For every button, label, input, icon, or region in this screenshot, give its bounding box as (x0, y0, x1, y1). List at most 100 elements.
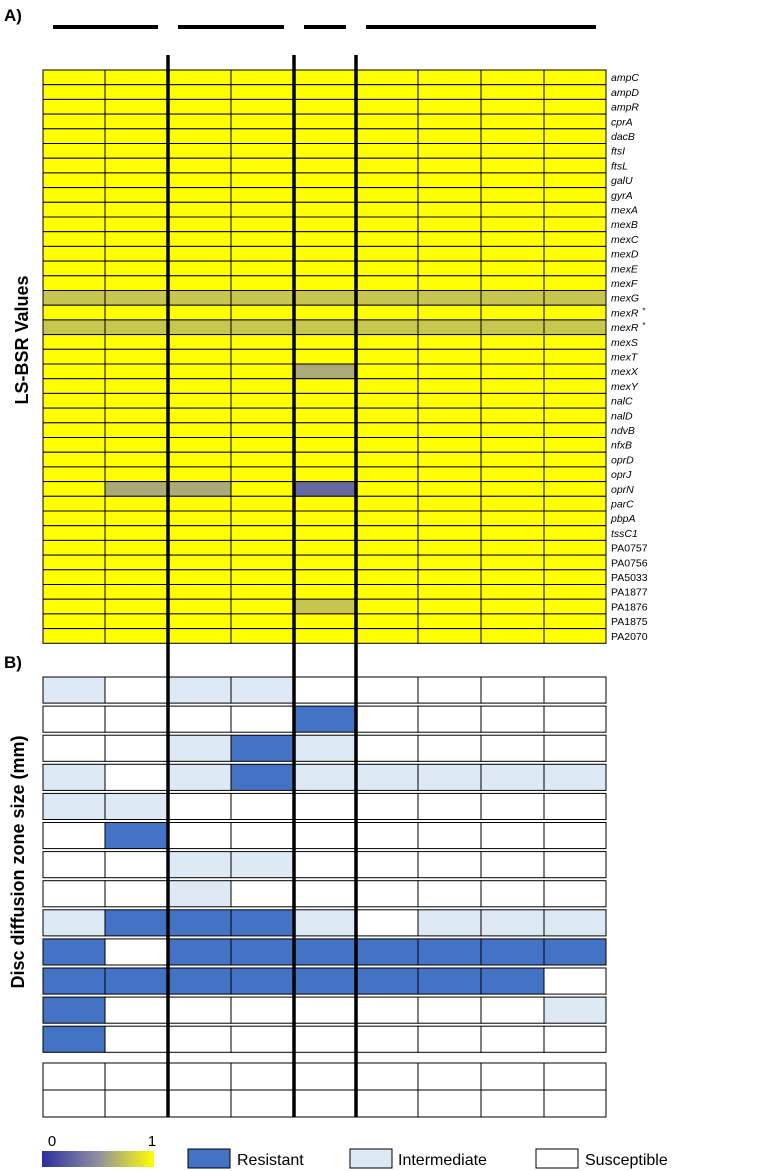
heatmap-cell (417, 495, 482, 512)
heatmap-cell (230, 525, 295, 541)
heatmap-cell (167, 172, 232, 189)
gene-name: nalD (611, 410, 633, 422)
patient-divider-group (166, 55, 358, 1117)
zone-cell (42, 996, 106, 1024)
zone-cell (543, 763, 607, 791)
gene-name: PA1877 (611, 587, 648, 599)
zone-cell (480, 851, 545, 879)
legend-label-susceptible: Susceptible (585, 1152, 668, 1169)
heatmap-cell (104, 98, 169, 115)
gene-name: pbpA (610, 513, 636, 525)
heatmap-cell (355, 569, 419, 585)
heatmap-cell (293, 216, 357, 233)
gene-label: mexX (611, 366, 639, 378)
heatmap-cell (355, 143, 419, 159)
heatmap-cell (417, 98, 482, 115)
heatmap-cell (355, 128, 419, 145)
heatmap-cell (167, 451, 232, 468)
heatmap-cell (293, 392, 357, 409)
heatmap-cell (543, 231, 607, 247)
heatmap-cell (293, 348, 357, 365)
heatmap-cell (42, 128, 106, 145)
zone-cell (230, 792, 295, 821)
zone-cell (543, 967, 607, 995)
heatmap-cell (417, 157, 482, 174)
heatmap-cell (42, 437, 106, 453)
heatmap-cell (355, 628, 419, 644)
zone-cell (293, 938, 357, 966)
heatmap-cell (42, 378, 106, 394)
gene-label: mexB (611, 219, 638, 231)
zone-cell (167, 880, 232, 908)
heatmap-cell (230, 290, 295, 306)
heatmap-cell (417, 69, 482, 86)
heatmap-cell (543, 598, 607, 615)
zone-cell (42, 909, 106, 937)
heatmap-cell (293, 378, 357, 394)
zone-cell (293, 996, 357, 1024)
gene-label: PA1877 (611, 587, 648, 599)
heatmap-cell (104, 260, 169, 277)
heatmap-cell (417, 628, 482, 644)
heatmap-grid (42, 69, 607, 644)
heatmap-cell (417, 466, 482, 483)
gene-name: nalC (611, 396, 633, 408)
heatmap-cell (355, 363, 419, 380)
heatmap-cell (42, 143, 106, 159)
color-scale-legend: 0 1 (42, 1133, 156, 1167)
heatmap-cell (230, 304, 295, 321)
heatmap-cell (543, 187, 607, 203)
zone-cell (355, 880, 419, 908)
zone-cell (167, 996, 232, 1024)
zone-cell (417, 734, 482, 762)
heatmap-cell (417, 437, 482, 453)
heatmap-cell (230, 363, 295, 380)
zone-cell (480, 1025, 545, 1053)
heatmap-cell (230, 451, 295, 468)
heatmap-cell (167, 231, 232, 247)
zone-cell (293, 763, 357, 791)
zone-cell (293, 851, 357, 879)
heatmap-cell (293, 275, 357, 291)
heatmap-cell (293, 451, 357, 468)
zone-cell (480, 792, 545, 821)
zone-cell (417, 763, 482, 791)
zone-cell (104, 822, 169, 850)
heatmap-cell (355, 378, 419, 394)
zone-cell (230, 676, 295, 704)
gene-label: nfxB (611, 440, 632, 452)
gene-name: cprA (611, 116, 633, 128)
gene-name: ampC (611, 72, 639, 84)
heatmap-cell (230, 628, 295, 644)
heatmap-cell (293, 143, 357, 159)
panel-b-ylabel: Disc diffusion zone size (mm) (8, 735, 28, 988)
heatmap-cell (167, 201, 232, 218)
zone-cell (355, 967, 419, 995)
heatmap-cell (355, 584, 419, 600)
zone-cell (230, 967, 295, 995)
heatmap-cell (293, 172, 357, 189)
zone-cell (104, 909, 169, 937)
zone-cell (293, 734, 357, 762)
heatmap-cell (417, 128, 482, 145)
gene-label: PA0757 (611, 543, 648, 555)
zone-cell (167, 822, 232, 850)
heatmap-cell (417, 172, 482, 189)
heatmap-cell (355, 69, 419, 86)
heatmap-cell (417, 231, 482, 247)
gene-label: pbpA (610, 513, 636, 525)
heatmap-cell (104, 128, 169, 145)
gene-name: dacB (611, 131, 635, 143)
gene-label: oprJ (611, 469, 632, 481)
gene-name: gyrA (611, 190, 633, 202)
gene-name: PA0757 (611, 543, 648, 555)
zone-cell (355, 851, 419, 879)
heatmap-cell (42, 422, 106, 438)
heatmap-cell (230, 187, 295, 203)
legend-swatch-resistant (187, 1148, 231, 1169)
zone-cell (167, 734, 232, 762)
zone-cell (480, 996, 545, 1024)
heatmap-cell (355, 157, 419, 174)
zone-cell (104, 938, 169, 966)
heatmap-cell (167, 378, 232, 394)
